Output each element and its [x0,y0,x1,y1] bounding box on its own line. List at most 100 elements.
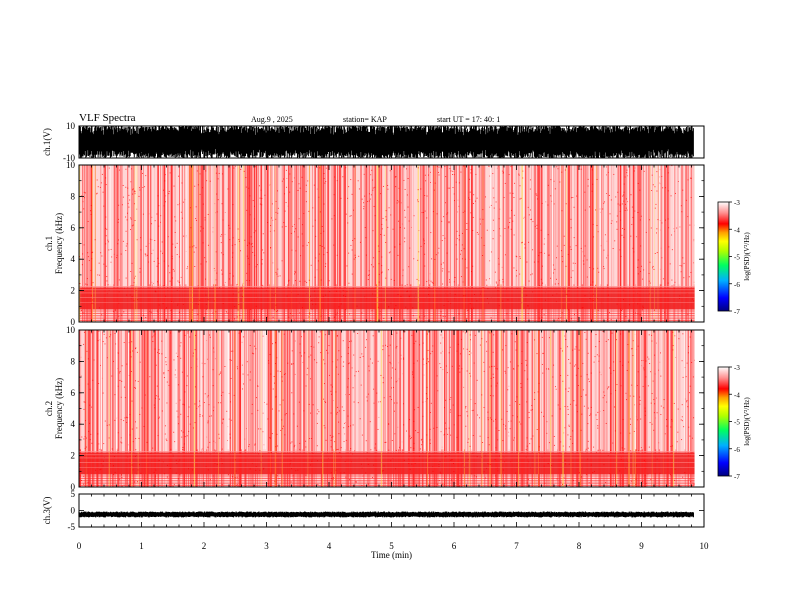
spectrogram-speckle [601,302,603,304]
spectrogram-speckle [436,213,438,215]
spectrogram-streak [655,330,656,487]
spectrogram-speckle [613,361,615,363]
spectrogram-speckle [526,261,528,263]
spectrogram-speckle [471,473,473,475]
spectrogram-speckle [259,197,261,199]
spectrogram-speckle [576,195,578,197]
spectrogram-speckle [479,344,481,346]
spectrogram-gap [551,165,553,285]
spectrogram-speckle [677,408,679,410]
spectrogram-streak [431,330,433,487]
spectrogram-streak [602,165,604,322]
spectrogram-speckle [313,346,315,348]
spectrogram-speckle [195,206,197,208]
spectrogram-streak [664,330,666,487]
spectrogram-speckle [597,231,599,233]
spectrogram-speckle [497,467,499,469]
spectrogram-speckle [431,281,433,283]
spectrogram-speckle [368,270,370,272]
spectrogram-speckle [506,313,508,315]
spectrogram-speckle [372,266,374,268]
spectrogram-speckle [475,476,477,478]
spectrogram-speckle [481,338,483,340]
spectrogram-speckle [143,425,145,427]
spectrogram-speckle [629,432,631,434]
spectrogram-speckle [656,228,658,230]
spectrogram-speckle [323,173,325,175]
spectrogram-speckle [175,369,177,371]
spectrogram-streak [229,330,232,487]
spectrogram-speckle [347,352,349,354]
spectrogram-streak [657,330,660,487]
spectrogram-streak [604,330,606,487]
spectrogram-speckle [687,179,689,181]
spectrogram-streak [344,165,346,322]
spectrogram-streak [439,165,442,322]
spectrogram-speckle [370,264,372,266]
spectrogram-speckle [400,354,402,356]
spectrogram-speckle [290,232,292,234]
spectrogram-speckle [384,441,386,443]
spectrogram-streak [684,330,686,487]
spectrogram-speckle [625,198,627,200]
spectrogram-speckle [483,471,485,473]
spectrogram-speckle [101,173,103,175]
spectrogram-speckle [449,168,451,170]
spectrogram-speckle [401,441,403,443]
spectrogram-streak [460,330,462,487]
spectrogram-speckle [83,343,85,345]
spectrogram-speckle [607,339,609,341]
ch1-spectrogram-image [79,165,695,322]
spectrogram-speckle [134,387,136,389]
spectrogram-streak [288,330,290,487]
spectrogram-speckle [186,375,188,377]
spectrogram-speckle [512,192,514,194]
spectrogram-speckle [131,400,133,402]
spectrogram-speckle [420,245,422,247]
spectrogram-streak [421,330,424,487]
spectrogram-streak [312,330,313,487]
spectrogram-speckle [161,241,163,243]
spectrogram-streak [237,330,239,487]
spectrogram-streak [189,165,191,322]
spectrogram-speckle [553,444,555,446]
spectrogram-speckle [297,469,299,471]
spectrogram-streak [413,330,415,487]
spectrogram-speckle [429,455,431,457]
spectrogram-speckle [416,360,418,362]
spectrogram-streak [505,165,507,322]
spectrogram-streak [649,165,650,322]
spectrogram-streak [384,165,386,322]
spectrogram-speckle [153,404,155,406]
spectrogram-speckle [482,218,484,220]
spectrogram-streak [667,330,669,487]
spectrogram-speckle [137,380,139,382]
spectrogram-speckle [693,417,695,419]
spectrogram-speckle [272,288,274,290]
spectrogram-streak [300,165,302,322]
spectrogram-speckle [82,483,84,485]
spectrogram-speckle [360,463,362,465]
spectrogram-speckle [443,216,445,218]
spectrogram-speckle [136,473,138,475]
spectrogram-speckle [426,217,428,219]
spectrogram-streak [672,330,675,487]
spectrogram-speckle [106,424,108,426]
spectrogram-speckle [512,415,514,417]
spectrogram-speckle [136,208,138,210]
spectrogram-speckle [120,396,122,398]
spectrogram-speckle [206,358,208,360]
spectrogram-speckle [536,198,538,200]
spectrogram-speckle [134,481,136,483]
spectrogram-speckle [492,351,494,353]
spectrogram-speckle [212,385,214,387]
spectrogram-speckle [154,290,156,292]
spectrogram-speckle [204,217,206,219]
spectrogram-gap [272,165,274,285]
spectrogram-speckle [322,296,324,298]
spectrogram-speckle [441,167,443,169]
spectrogram-speckle [402,330,404,332]
spectrogram-speckle [255,348,257,350]
spectrogram-streak [523,330,525,487]
spectrogram-speckle [81,195,83,197]
